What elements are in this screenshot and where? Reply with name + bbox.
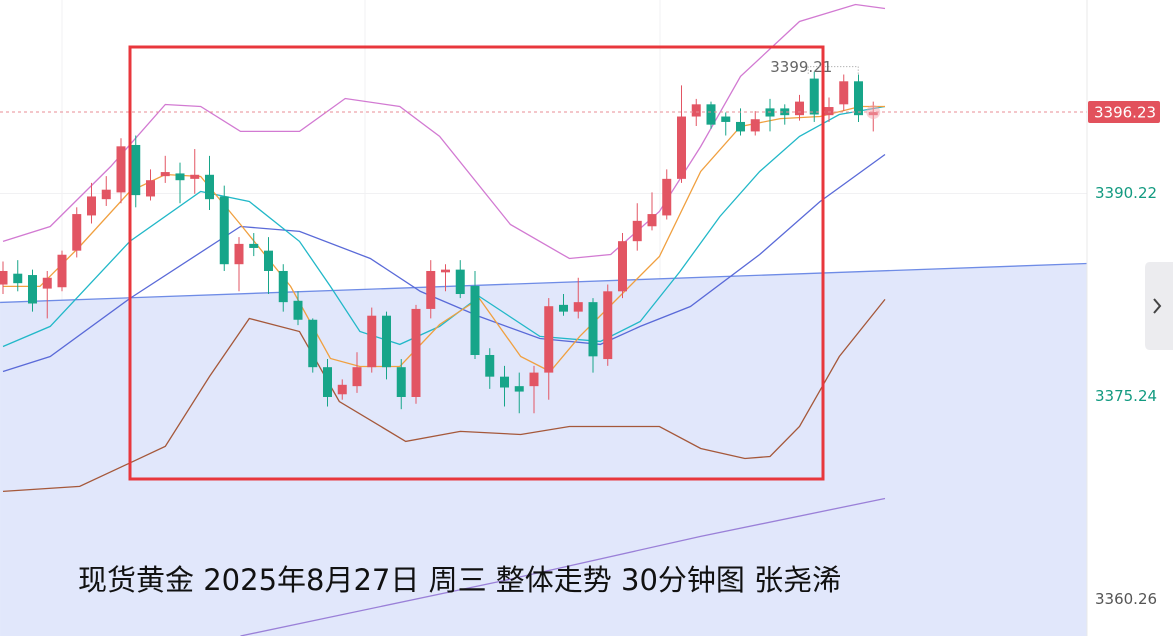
candle-body [573, 302, 583, 312]
candle-body [0, 270, 8, 285]
candle-body [116, 146, 126, 193]
indicator-line [2, 3, 886, 260]
candle-body [632, 220, 642, 242]
high-label: 3399.21 [770, 58, 832, 76]
candle-body [28, 275, 37, 304]
candle-body [839, 81, 849, 105]
indicator-line [2, 298, 886, 493]
candle-body [691, 104, 701, 117]
trendline [0, 262, 1088, 304]
candle-body [500, 376, 509, 388]
candle-body [588, 302, 598, 357]
candle-body [559, 304, 568, 312]
background [0, 0, 1088, 636]
candle-body [264, 250, 273, 271]
candle-body [795, 101, 804, 116]
candle-body [721, 116, 731, 122]
candle-body [736, 121, 745, 132]
candle-body [337, 384, 347, 395]
candle-body [780, 108, 790, 116]
y-tick-label: 3390.22 [1095, 184, 1157, 202]
candle-body [677, 116, 686, 179]
candle-body [205, 174, 214, 200]
candle-body [131, 144, 141, 196]
candle-body [308, 319, 318, 368]
candle-body [809, 78, 819, 115]
candle-body [175, 173, 185, 181]
candle-body [72, 214, 82, 251]
candle-body [234, 243, 244, 265]
candle-body [544, 306, 554, 373]
candle-body [323, 367, 332, 397]
side-tab-arrow [1153, 298, 1162, 314]
candle-body [293, 300, 303, 320]
candle-body [470, 285, 480, 355]
candle-body [455, 269, 465, 295]
high-marker [807, 66, 859, 74]
caption: 现货黄金 2025年8月27日 周三 整体走势 30分钟图 张尧浠 [78, 563, 841, 597]
candle-body [514, 386, 524, 392]
candle-body [750, 119, 760, 132]
y-tick-label: 3375.24 [1095, 387, 1157, 405]
candle-body [411, 308, 421, 397]
candle-body [824, 107, 834, 116]
indicator-line [3, 105, 885, 373]
last-price-badge [1088, 101, 1160, 124]
plot: 3399.21 [0, 3, 1088, 636]
candle-body [382, 315, 391, 368]
candle-body [647, 214, 657, 227]
candle-body [13, 273, 23, 284]
last-price-label: 3396.23 [1094, 104, 1156, 122]
candle-body [529, 372, 539, 387]
candle-body [57, 254, 67, 288]
candle-body [367, 315, 377, 368]
candle-body [662, 178, 672, 216]
candle-body [190, 174, 200, 179]
candle-body [426, 270, 436, 309]
highlight-box [128, 45, 825, 481]
candle-body [352, 367, 362, 387]
y-tick-label: 3360.26 [1095, 590, 1157, 608]
indicator-line [240, 497, 886, 636]
candle-body [87, 196, 96, 216]
candle-body [249, 243, 259, 248]
candle-body [42, 277, 52, 289]
candle-body [485, 354, 495, 377]
candle-body [603, 291, 613, 360]
candle-body [618, 241, 627, 292]
last-price-dot [866, 105, 881, 120]
candle-body [396, 367, 406, 397]
candle-body [101, 189, 111, 200]
candle-body [441, 269, 450, 273]
candle-body [146, 180, 155, 197]
candle-body [160, 172, 170, 177]
candle-body [706, 104, 716, 125]
trend-area [0, 263, 1088, 636]
candle-body [854, 81, 863, 116]
candle-body [278, 270, 288, 303]
candle-body [219, 196, 229, 265]
